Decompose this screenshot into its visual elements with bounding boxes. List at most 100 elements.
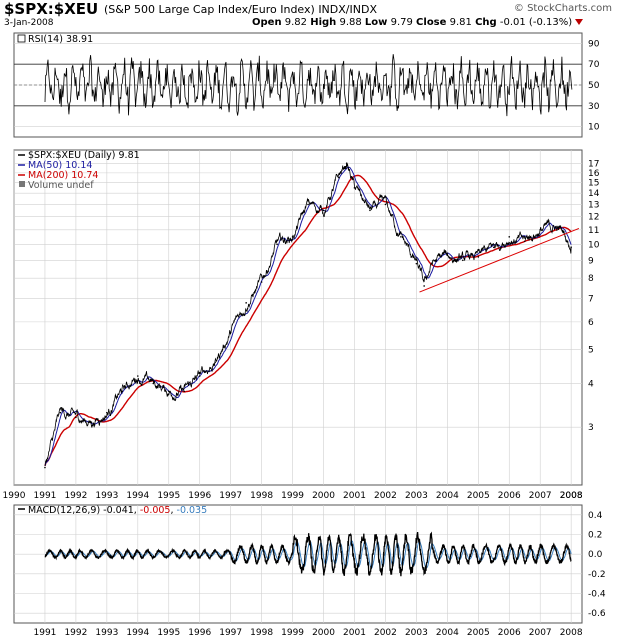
price-x-tick-label: 1999 <box>281 491 304 501</box>
price-tick-label: 13 <box>588 200 599 210</box>
price-x-tick-label: 1995 <box>157 491 180 501</box>
macd-x-tick-label: 2005 <box>467 628 490 638</box>
price-data-point <box>137 375 139 377</box>
price-data-point <box>431 262 433 265</box>
price-data-point <box>106 411 108 414</box>
macd-x-tick-label: 2000 <box>312 628 335 638</box>
symbol-description: (S&P 500 Large Cap Index/Euro Index) IND… <box>104 3 377 16</box>
macd-x-tick-label: 1995 <box>157 628 180 638</box>
price-legend-label: MA(200) 10.74 <box>28 170 98 181</box>
chart-date: 3-Jan-2008 <box>4 18 54 28</box>
price-data-point <box>562 231 565 234</box>
price-legend-label: MA(50) 10.14 <box>28 160 92 171</box>
macd-tick-label: -0.4 <box>588 590 606 600</box>
price-data-point <box>121 390 124 393</box>
macd-x-tick-label: 2008 <box>560 628 583 638</box>
rsi-tick-label: 70 <box>588 60 600 70</box>
price-data-point <box>152 382 155 385</box>
macd-tick-label: 0.4 <box>588 511 603 521</box>
price-tick-label: 10 <box>588 240 600 250</box>
price-data-point <box>44 466 46 469</box>
price-tick-label: 14 <box>588 189 600 199</box>
price-data-point <box>508 236 511 238</box>
price-data-point <box>307 203 309 206</box>
price-data-point <box>492 246 495 249</box>
ma200-series-line <box>44 174 572 467</box>
rsi-series-line <box>44 54 573 117</box>
price-x-tick-label: 1990 <box>3 491 26 501</box>
open-value: 9.82 <box>284 17 308 28</box>
price-x-tick-label: 1991 <box>34 491 57 501</box>
quote-line: Open 9.82 High 9.88 Low 9.79 Close 9.81 … <box>252 17 584 28</box>
price-data-point <box>198 375 201 377</box>
high-value: 9.88 <box>339 17 362 28</box>
rsi-tick-label: 50 <box>588 81 600 91</box>
price-tick-label: 7 <box>588 294 594 304</box>
price-panel-frame <box>13 149 583 486</box>
price-tick-label: 17 <box>588 160 599 170</box>
price-tick-label: 8 <box>588 274 594 284</box>
rsi-legend-icon <box>17 34 26 43</box>
price-data-point <box>423 285 425 287</box>
low-label: Low <box>364 17 388 28</box>
macd-x-tick-label: 2002 <box>374 628 397 638</box>
price-x-tick-label: 2002 <box>374 491 397 501</box>
price-x-tick-label: 2006 <box>498 491 521 501</box>
price-data-point <box>523 240 526 243</box>
macd-x-tick-label: 2001 <box>343 628 366 638</box>
close-label: Close <box>416 17 447 28</box>
price-x-tick-label: 1993 <box>95 491 118 501</box>
price-tick-label: 5 <box>588 346 594 356</box>
price-data-point <box>338 176 340 179</box>
macd-x-tick-label: 1996 <box>188 628 211 638</box>
price-data-point <box>167 390 170 393</box>
price-x-tick-label: 2000 <box>312 491 335 501</box>
price-data-point <box>446 254 449 257</box>
macd-x-tick-label: 1997 <box>219 628 242 638</box>
macd-tick-label: 0.0 <box>588 550 603 560</box>
price-data-point <box>229 331 232 334</box>
macd-series-line <box>44 531 572 577</box>
macd-x-tick-label: 1993 <box>95 628 118 638</box>
macd-tick-label: -0.2 <box>588 570 606 580</box>
price-data-point <box>214 361 216 364</box>
rsi-legend-label: RSI(14) 38.91 <box>28 34 93 45</box>
price-data-point <box>245 302 247 304</box>
brand-logo[interactable]: © StockCharts.com <box>513 3 612 14</box>
price-data-point <box>400 236 402 238</box>
price-data-point <box>554 226 557 228</box>
price-x-tick-label: 2008 <box>560 491 583 501</box>
macd-x-tick-label: 2004 <box>436 628 459 638</box>
open-label: Open <box>252 17 282 28</box>
price-tick-label: 15 <box>588 179 599 189</box>
chg-value: -0.01 (-0.13%) <box>499 17 573 28</box>
price-x-tick-label: 1994 <box>126 491 149 501</box>
low-value: 9.79 <box>390 17 413 28</box>
macd-x-tick-label: 1991 <box>34 628 57 638</box>
price-tick-label: 11 <box>588 226 599 236</box>
macd-x-tick-label: 1994 <box>126 628 149 638</box>
price-data-point <box>353 187 356 189</box>
macd-tick-label: 0.2 <box>588 531 602 541</box>
support-trendline <box>419 227 580 293</box>
price-data-point <box>260 281 263 283</box>
price-data-point <box>90 421 93 423</box>
price-data-point <box>276 243 278 246</box>
price-x-tick-label: 1997 <box>219 491 242 501</box>
price-data-point <box>570 246 572 248</box>
rsi-tick-label: 10 <box>588 123 600 133</box>
rsi-tick-label: 30 <box>588 102 600 112</box>
price-data-point <box>345 162 348 165</box>
macd-x-tick-label: 2007 <box>529 628 552 638</box>
price-data-point <box>462 259 464 262</box>
price-x-tick-label: 2001 <box>343 491 366 501</box>
price-data-point <box>477 256 480 258</box>
chg-label: Chg <box>475 17 497 28</box>
price-x-tick-label: 1998 <box>250 491 273 501</box>
macd-histogram-line <box>45 539 572 569</box>
price-tick-label: 3 <box>588 423 594 433</box>
price-x-tick-label: 2005 <box>467 491 490 501</box>
volume-legend-swatch <box>19 181 25 187</box>
price-x-tick-label: 1996 <box>188 491 211 501</box>
